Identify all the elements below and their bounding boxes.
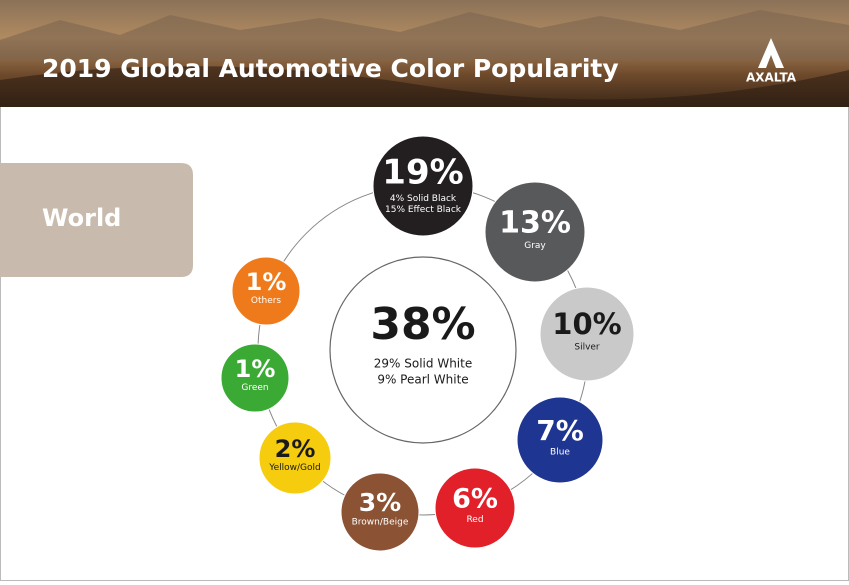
color-percent: 3%	[359, 488, 401, 517]
color-label: Brown/Beige	[352, 518, 409, 528]
logo-mark	[758, 38, 784, 68]
color-percent: 1%	[235, 355, 276, 383]
center-line: 29% Solid White	[374, 357, 472, 371]
center-percent: 38%	[370, 299, 475, 350]
color-label: 15% Effect Black	[385, 205, 462, 215]
color-percent: 6%	[452, 484, 498, 515]
color-circle	[258, 421, 332, 495]
color-percent: 7%	[536, 414, 584, 447]
color-label: Red	[466, 515, 483, 525]
center-line: 9% Pearl White	[377, 373, 468, 387]
color-percent: 19%	[382, 153, 463, 193]
color-circle	[220, 343, 290, 413]
color-label: Others	[251, 296, 282, 306]
color-percent: 1%	[246, 268, 287, 296]
color-circle	[231, 256, 301, 326]
color-percent: 2%	[275, 435, 316, 463]
region-panel	[0, 163, 193, 277]
color-label: Silver	[574, 342, 600, 352]
color-label: Green	[241, 383, 268, 393]
logo: AXALTA	[746, 71, 797, 85]
color-circle	[372, 135, 474, 237]
color-percent: 10%	[552, 307, 621, 341]
color-percent: 13%	[499, 206, 571, 241]
color-circle	[434, 467, 516, 549]
dunes	[0, 66, 849, 107]
region: World	[42, 204, 121, 232]
center-circle	[329, 256, 517, 444]
color-label: 4% Solid Black	[390, 194, 457, 204]
color-circle	[340, 472, 420, 552]
color-label: Yellow/Gold	[268, 463, 320, 473]
color-label: Gray	[524, 241, 546, 251]
color-circle	[484, 181, 586, 283]
color-circle	[516, 396, 604, 484]
color-circle	[539, 286, 635, 382]
title: 2019 Global Automotive Color Popularity	[42, 54, 619, 83]
mountains	[0, 10, 849, 60]
color-label: Blue	[550, 448, 570, 458]
